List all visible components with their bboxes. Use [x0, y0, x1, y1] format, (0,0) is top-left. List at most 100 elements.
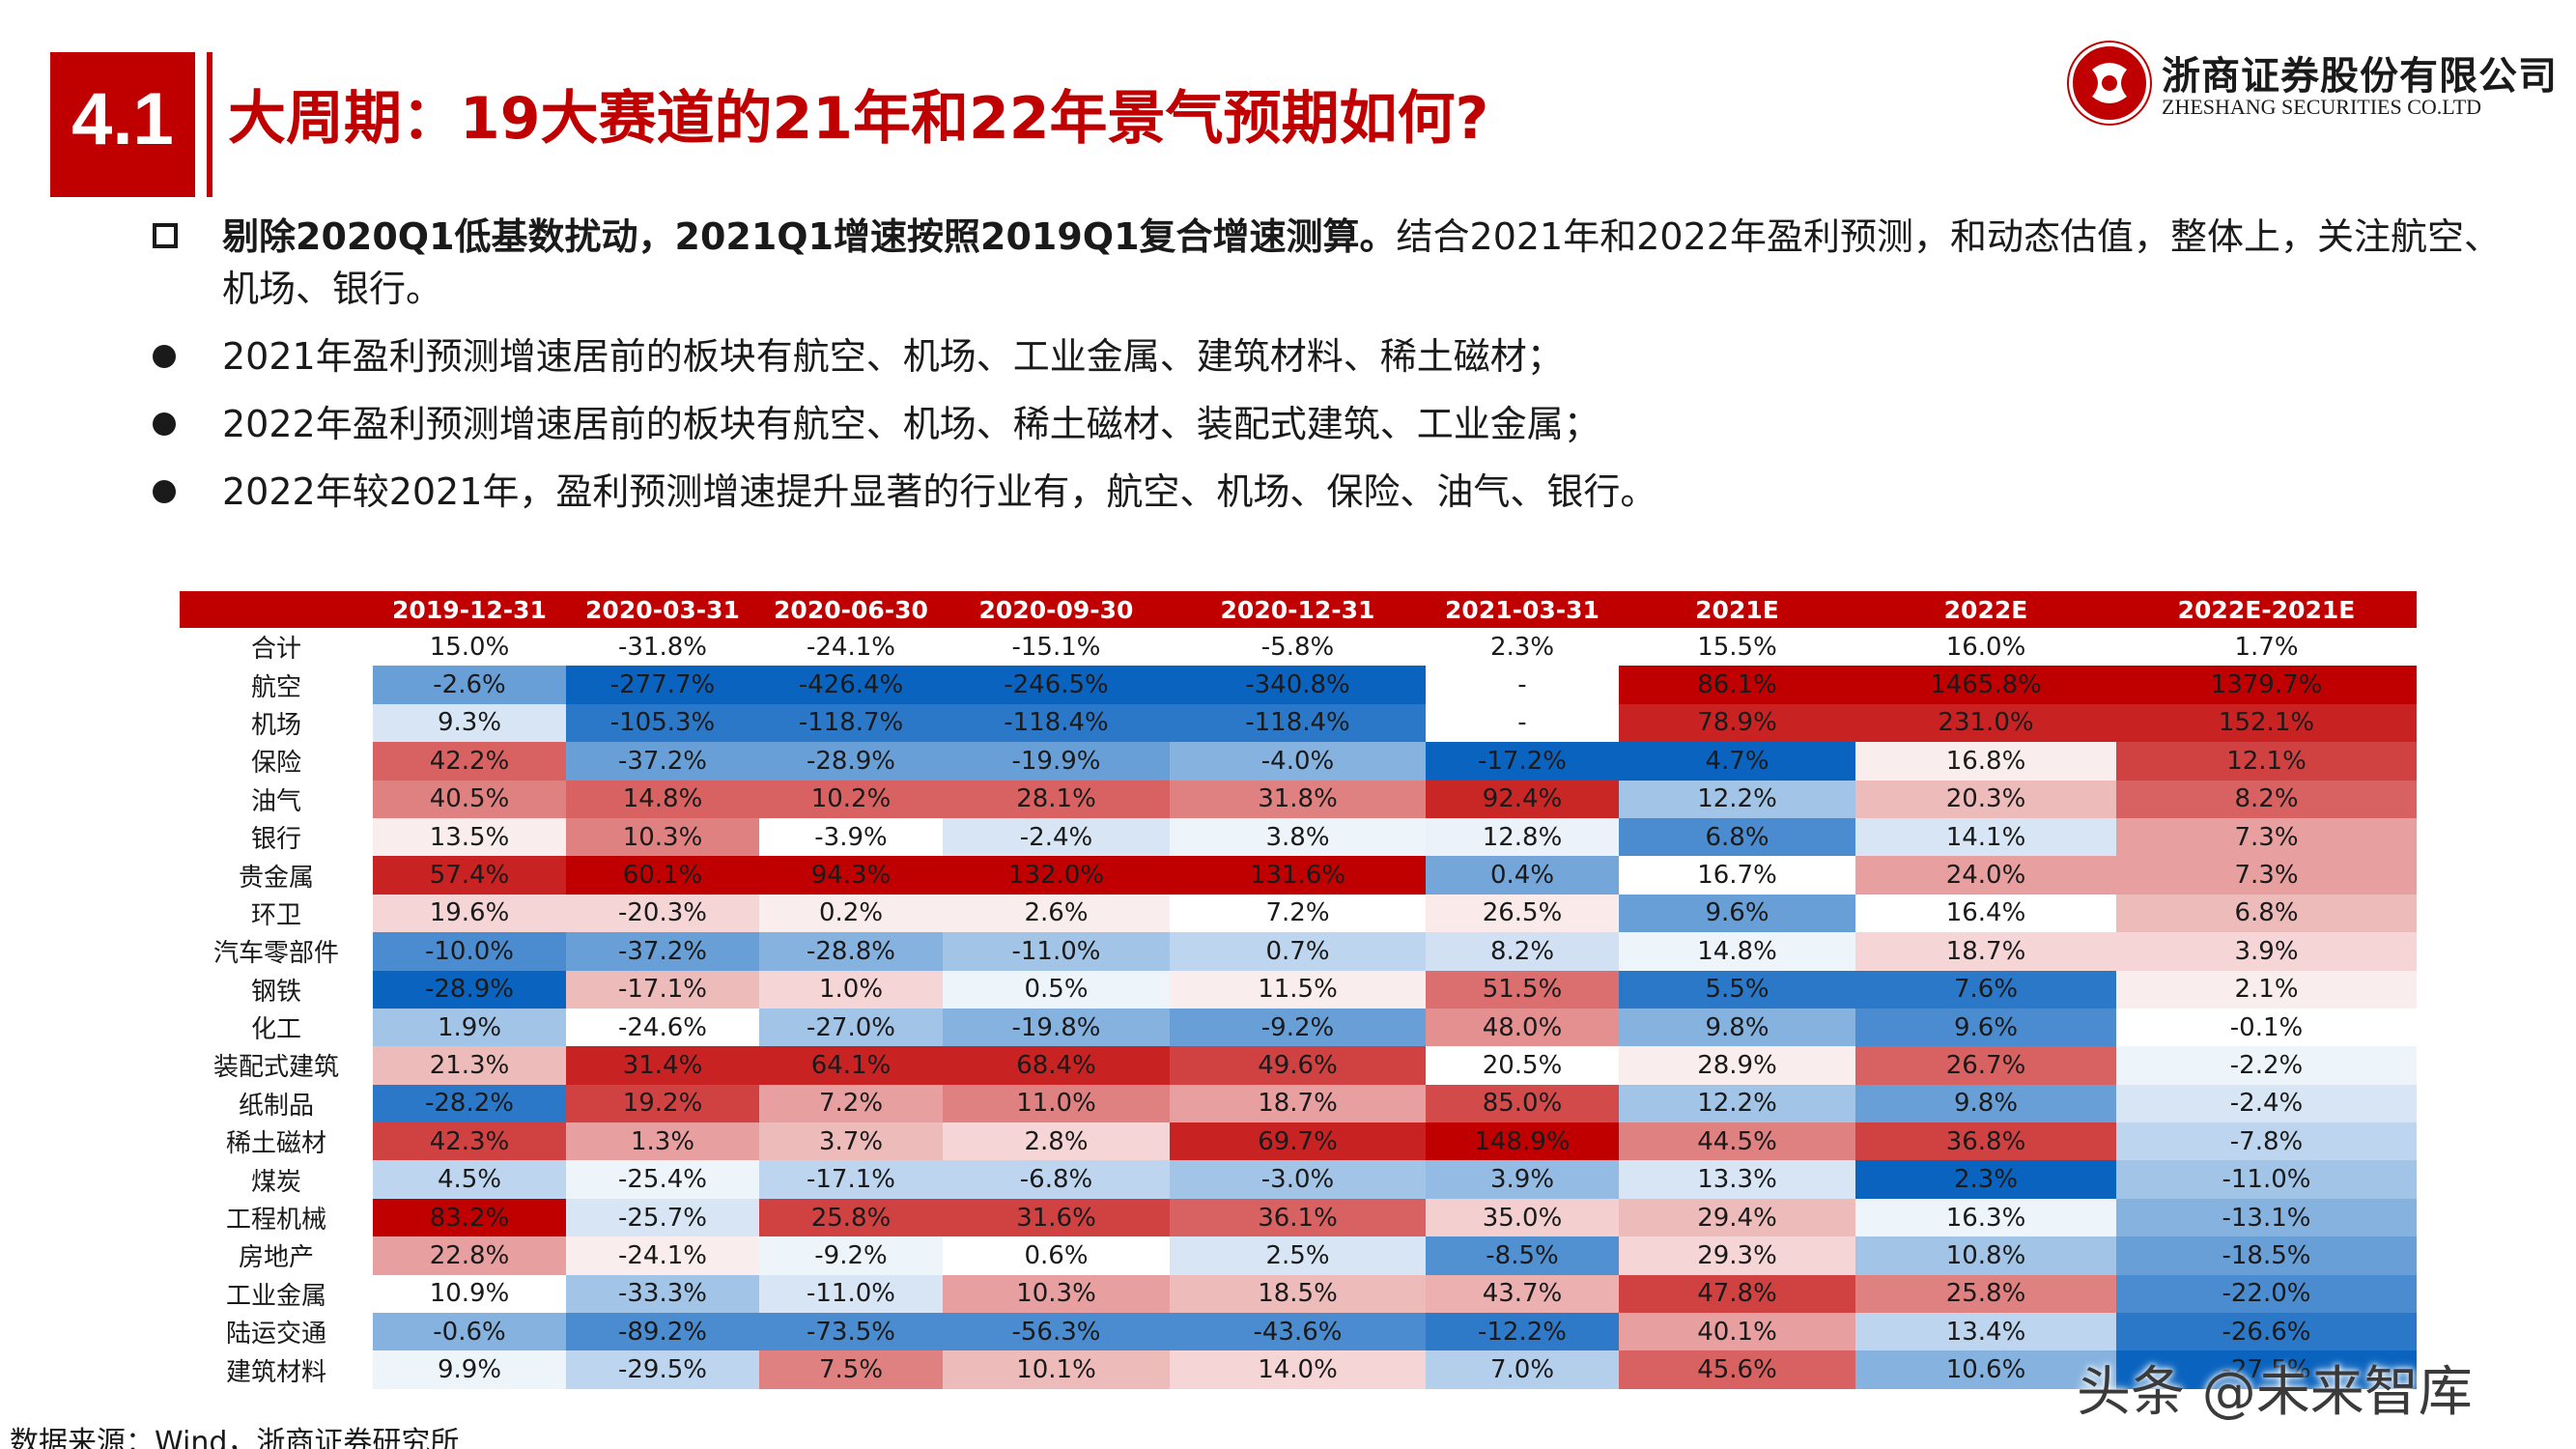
- table-cell: 1.3%: [566, 1122, 759, 1161]
- table-cell: 51.5%: [1426, 970, 1619, 1009]
- column-header: 2021-03-31: [1426, 591, 1619, 628]
- table-cell: 94.3%: [759, 856, 943, 895]
- table-cell: -10.0%: [373, 932, 566, 971]
- row-label: 机场: [250, 710, 301, 740]
- table-cell: 3.9%: [1426, 1160, 1619, 1199]
- table-cell: -27.5%: [2116, 1350, 2417, 1389]
- table-cell: -89.2%: [566, 1313, 759, 1351]
- column-header: 2020-12-31: [1170, 591, 1426, 628]
- table-cell: -2.2%: [2116, 1046, 2417, 1085]
- table-cell: -0.1%: [2116, 1008, 2417, 1047]
- table-cell: 78.9%: [1619, 703, 1855, 743]
- table-cell: 7.5%: [759, 1350, 943, 1389]
- table-cell: 2.3%: [1855, 1160, 2116, 1199]
- table-cell: 6.8%: [1619, 817, 1855, 857]
- table-cell: 12.8%: [1426, 817, 1619, 857]
- table-cell: -20.3%: [566, 894, 759, 933]
- table-cell: -118.7%: [759, 703, 943, 743]
- section-number: 4.1: [71, 78, 174, 160]
- table-cell: -340.8%: [1170, 666, 1426, 704]
- table-cell: 7.3%: [2116, 817, 2417, 857]
- table-row: 环卫 19.6% -20.3% 0.2% 2.6% 7.2% 26.5% 9.6% 16.4% 6…: [180, 894, 2417, 933]
- table-cell: 131.6%: [1170, 856, 1426, 895]
- table-row: 装配式建筑 21.3% 31.4% 64.1% 68.4% 49.6% 20.5% 28.9%…: [180, 1046, 2417, 1085]
- table-cell: 9.9%: [373, 1350, 566, 1389]
- watermark: 头条 @未来智库: [2077, 1361, 2473, 1424]
- table-cell: 60.1%: [566, 856, 759, 895]
- table-cell: -: [1426, 703, 1619, 743]
- table-cell: 85.0%: [1426, 1084, 1619, 1123]
- table-cell: -56.3%: [943, 1313, 1170, 1351]
- table-cell: 0.4%: [1426, 856, 1619, 895]
- table-row: 煤炭 4.5% -25.4% -17.1% -6.8% -3.0% 3.9% 13.3% 2.3…: [180, 1160, 2417, 1199]
- table-cell: 0.5%: [943, 970, 1170, 1009]
- table-cell: 47.8%: [1619, 1274, 1855, 1314]
- bullet-item: 2022年较2021年，盈利预测增速提升显著的行业有，航空、机场、保险、油气、银…: [153, 466, 2529, 518]
- section-number-badge: 4.1: [50, 52, 195, 197]
- table-cell: 4.7%: [1619, 742, 1855, 781]
- column-header: 2020-09-30: [943, 591, 1170, 628]
- table-cell: 45.6%: [1619, 1350, 1855, 1389]
- table-cell: 18.7%: [1170, 1084, 1426, 1123]
- table-cell: 35.0%: [1426, 1198, 1619, 1237]
- table-cell: 64.1%: [759, 1046, 943, 1085]
- table-cell: -37.2%: [566, 742, 759, 781]
- table-cell: 7.3%: [2116, 856, 2417, 895]
- table-cell: 1.0%: [759, 970, 943, 1009]
- table-cell: 43.7%: [1426, 1274, 1619, 1314]
- table-cell: 86.1%: [1619, 666, 1855, 704]
- table-row: 保险 42.2% -37.2% -28.9% -19.9% -4.0% -17.2% 4.7%…: [180, 742, 2417, 781]
- table-cell: -33.3%: [566, 1274, 759, 1314]
- column-header: 2022E: [1855, 591, 2116, 628]
- table-cell: 42.2%: [373, 742, 566, 781]
- table-cell: 1.9%: [373, 1008, 566, 1047]
- section-divider: [207, 52, 212, 197]
- table-cell: 28.1%: [943, 780, 1170, 818]
- table-cell: 14.0%: [1170, 1350, 1426, 1389]
- dot-bullet-icon: [153, 411, 176, 436]
- row-label: 油气: [250, 786, 301, 816]
- table-cell: 36.1%: [1170, 1198, 1426, 1237]
- table-cell: 25.8%: [759, 1198, 943, 1237]
- bullet-item: 2022年盈利预测增速居前的板块有航空、机场、稀土磁材、装配式建筑、工业金属；: [153, 398, 2529, 450]
- table-cell: -43.6%: [1170, 1313, 1426, 1351]
- table-cell: 40.5%: [373, 780, 566, 818]
- table-cell: 9.8%: [1619, 1008, 1855, 1047]
- table-cell: 4.5%: [373, 1160, 566, 1199]
- table-cell: 20.3%: [1855, 780, 2116, 818]
- column-header-label: [180, 591, 373, 628]
- row-label: 汽车零部件: [212, 939, 339, 969]
- table-cell: -4.0%: [1170, 742, 1426, 781]
- table-cell: -18.5%: [2116, 1236, 2417, 1275]
- bullet-text: 2021年盈利预测增速居前的板块有航空、机场、工业金属、建筑材料、稀土磁材；: [222, 335, 1564, 378]
- table-cell: 2.1%: [2116, 970, 2417, 1009]
- table-cell: -19.8%: [943, 1008, 1170, 1047]
- bullet-item: 2021年盈利预测增速居前的板块有航空、机场、工业金属、建筑材料、稀土磁材；: [153, 330, 2529, 383]
- table-cell: 19.6%: [373, 894, 566, 933]
- table-row: 贵金属 57.4% 60.1% 94.3% 132.0% 131.6% 0.4% 16.7% 2…: [180, 856, 2417, 895]
- table-cell: 15.0%: [429, 632, 510, 662]
- row-label: 保险: [250, 749, 301, 779]
- table-row: 房地产 22.8% -24.1% -9.2% 0.6% 2.5% -8.5% 29.3% 10.…: [180, 1236, 2417, 1275]
- table-cell: -9.2%: [1170, 1008, 1426, 1047]
- table-cell: -6.8%: [943, 1160, 1170, 1199]
- row-label: 航空: [250, 672, 301, 702]
- table-row: 工程机械 83.2% -25.7% 25.8% 31.6% 36.1% 35.0% 29.4%…: [180, 1198, 2417, 1237]
- table-cell: 31.4%: [566, 1046, 759, 1085]
- square-bullet-icon: [153, 223, 178, 248]
- bullet-item: 剔除2020Q1低基数扰动，2021Q1增速按照2019Q1复合增速测算。结合2…: [153, 211, 2529, 315]
- table-cell: 3.8%: [1170, 817, 1426, 857]
- table-cell: 68.4%: [943, 1046, 1170, 1085]
- page-title: 大周期：19大赛道的21年和22年景气预期如何?: [228, 85, 1489, 153]
- table-cell: 8.2%: [2116, 780, 2417, 818]
- table-cell: -24.1%: [566, 1236, 759, 1275]
- logo-company-name-en: ZHESHANG SECURITIES CO.LTD: [2162, 95, 2482, 119]
- table-row: 陆运交通 -0.6% -89.2% -73.5% -56.3% -43.6% -12.2% 4…: [180, 1313, 2417, 1351]
- table-cell: 24.0%: [1855, 856, 2116, 895]
- table-cell: 40.1%: [1619, 1313, 1855, 1351]
- table-cell: 31.6%: [943, 1198, 1170, 1237]
- bullet-text: 2022年盈利预测增速居前的板块有航空、机场、稀土磁材、装配式建筑、工业金属；: [222, 403, 1600, 445]
- table-cell: 22.8%: [373, 1236, 566, 1275]
- table-cell: 21.3%: [373, 1046, 566, 1085]
- table-cell: -3.9%: [759, 817, 943, 857]
